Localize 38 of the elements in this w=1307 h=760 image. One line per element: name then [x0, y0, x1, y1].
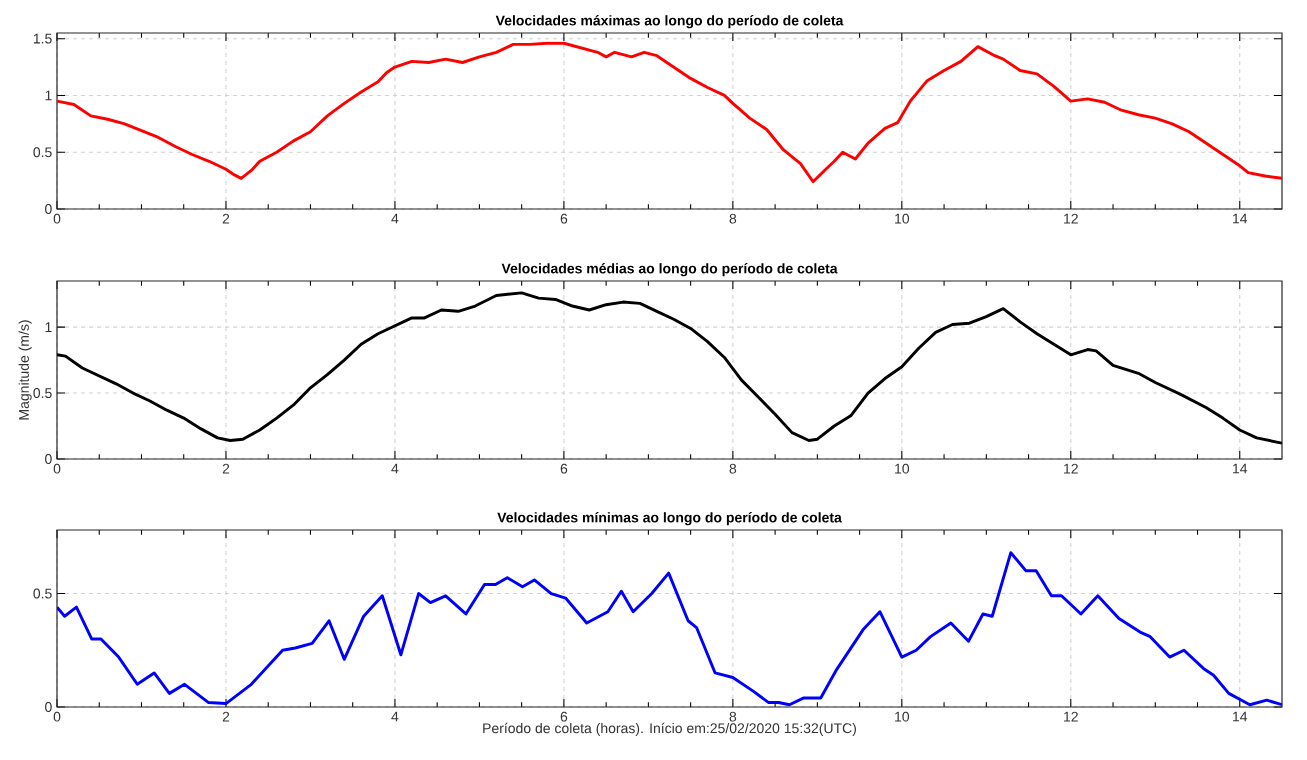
y-tick-label: 0	[45, 702, 52, 712]
chart-title: Velocidades máximas ao longo do período de coleta	[495, 15, 844, 29]
x-tick-label: 8	[729, 463, 737, 474]
x-tick-label: 4	[391, 711, 399, 722]
x-tick-label: 0	[53, 463, 61, 474]
x-tick-label: 12	[1064, 463, 1078, 474]
y-tick-label: 0.5	[33, 147, 52, 158]
x-tick-label: 10	[895, 463, 910, 474]
x-tick-label: 2	[222, 213, 230, 224]
x-tick-label: 4	[391, 463, 399, 474]
chart-title: Velocidades médias ao longo do período de coleta	[501, 263, 838, 277]
x-tick-label: 8	[729, 711, 737, 722]
x-tick-label: 10	[895, 213, 910, 224]
y-axis-title: Magnitude (m/s)	[18, 320, 32, 420]
y-tick-label: 1	[45, 90, 52, 101]
y-tick-label: 0.5	[33, 588, 52, 599]
x-tick-label: 6	[560, 711, 568, 722]
y-tick-label: 0	[45, 454, 52, 464]
y-tick-label: 1	[45, 322, 52, 332]
x-axis-title: Período de coleta (horas). Início em:25/02/2020 15:32(UTC)	[483, 722, 856, 736]
x-tick-label: 14	[1233, 711, 1248, 722]
x-tick-label: 2	[222, 711, 230, 722]
x-tick-label: 6	[560, 213, 568, 224]
x-tick-label: 4	[391, 213, 399, 224]
y-tick-label: 0	[45, 204, 52, 214]
x-tick-label: 0	[53, 711, 61, 722]
x-tick-label: 14	[1233, 463, 1248, 474]
x-tick-label: 6	[560, 463, 568, 474]
x-tick-label: 12	[1064, 711, 1078, 722]
chart-title: Velocidades mínimas ao longo do período de coleta	[497, 512, 842, 526]
x-tick-label: 12	[1064, 213, 1078, 224]
x-tick-label: 10	[895, 711, 910, 722]
y-tick-label: 0.5	[33, 388, 52, 399]
x-tick-label: 8	[729, 213, 737, 224]
x-tick-label: 14	[1233, 213, 1248, 224]
x-tick-label: 2	[222, 463, 230, 474]
y-tick-label: 1.5	[33, 33, 52, 44]
x-tick-label: 0	[53, 213, 61, 224]
